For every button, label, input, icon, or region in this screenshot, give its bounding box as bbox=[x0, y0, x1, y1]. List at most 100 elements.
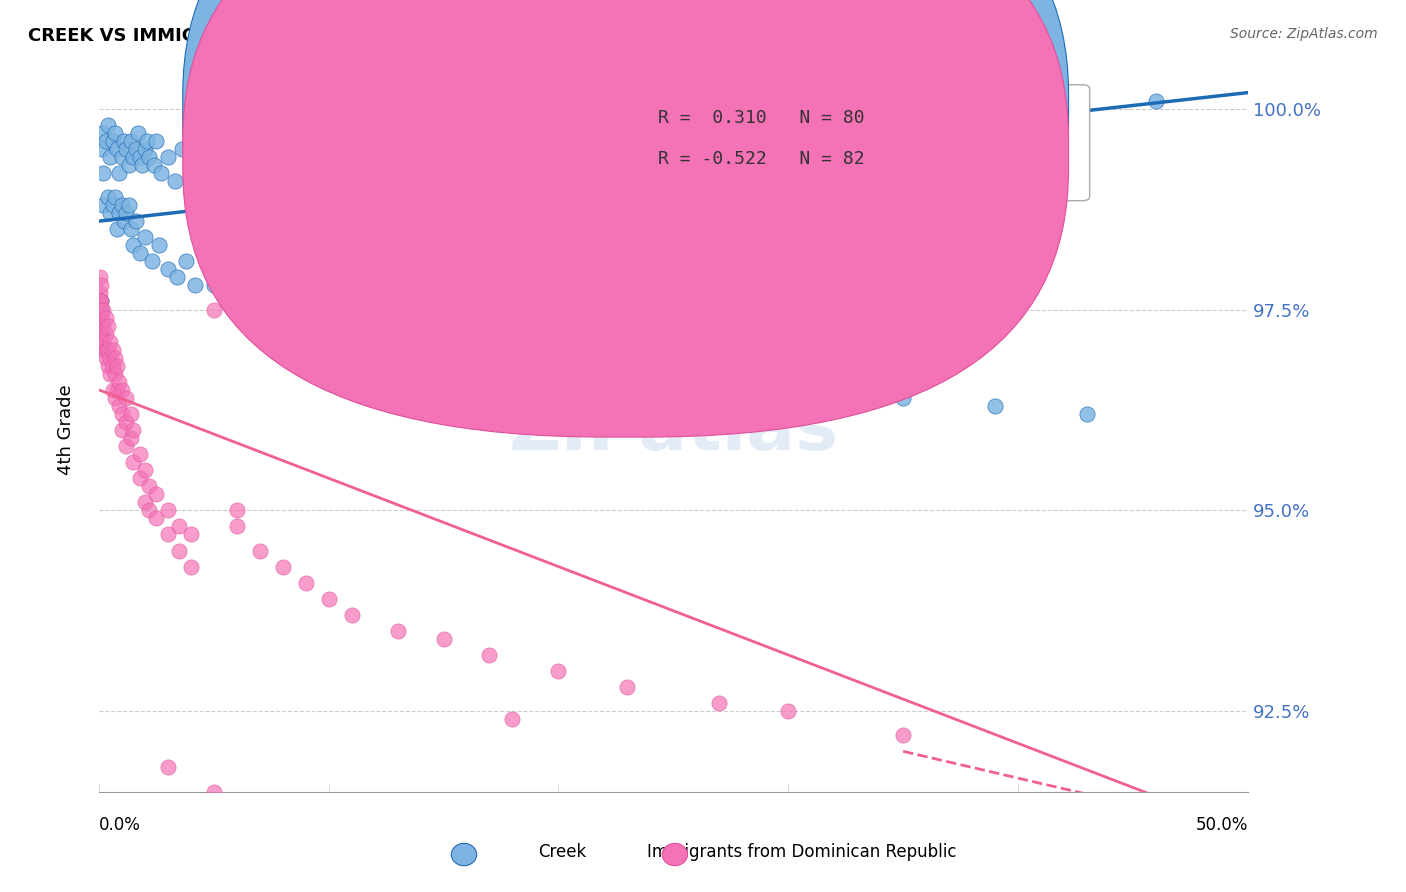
Point bbox=[104, 126, 127, 140]
Point bbox=[98, 334, 121, 349]
Point bbox=[180, 158, 202, 172]
Point bbox=[202, 302, 225, 317]
Point bbox=[93, 318, 115, 333]
Point bbox=[89, 294, 111, 309]
Point bbox=[101, 198, 124, 212]
Point bbox=[90, 334, 112, 349]
Point bbox=[547, 246, 569, 260]
Point bbox=[145, 511, 167, 525]
Point bbox=[97, 343, 120, 357]
Point bbox=[97, 190, 120, 204]
Point bbox=[112, 134, 135, 148]
Point bbox=[118, 158, 141, 172]
Point bbox=[616, 359, 638, 373]
Point bbox=[166, 270, 188, 285]
Point bbox=[115, 142, 138, 156]
Text: R =  0.310   N = 80: R = 0.310 N = 80 bbox=[658, 109, 865, 127]
Point bbox=[984, 399, 1007, 413]
Point bbox=[432, 334, 454, 349]
Point bbox=[318, 591, 340, 606]
Point bbox=[91, 142, 114, 156]
Point bbox=[432, 632, 454, 646]
Point bbox=[167, 543, 190, 558]
Point bbox=[90, 318, 112, 333]
Point bbox=[94, 326, 117, 341]
Point bbox=[122, 455, 145, 469]
Point bbox=[90, 294, 112, 309]
Point bbox=[120, 431, 142, 445]
Point bbox=[156, 503, 179, 517]
Point bbox=[93, 334, 115, 349]
Point bbox=[131, 158, 153, 172]
Point bbox=[111, 383, 134, 397]
Point bbox=[101, 383, 124, 397]
Point bbox=[97, 359, 120, 373]
Point bbox=[145, 487, 167, 501]
Point bbox=[271, 559, 294, 574]
Point bbox=[163, 174, 186, 188]
Point bbox=[136, 134, 159, 148]
Point bbox=[127, 126, 149, 140]
Point bbox=[90, 126, 112, 140]
Point bbox=[124, 214, 146, 228]
Text: Creek: Creek bbox=[538, 843, 586, 861]
Point bbox=[101, 343, 124, 357]
Point bbox=[122, 423, 145, 437]
Point bbox=[104, 190, 127, 204]
Point bbox=[271, 310, 294, 325]
Point bbox=[115, 439, 138, 453]
Point bbox=[184, 278, 207, 293]
Point bbox=[225, 503, 247, 517]
Text: Source: ZipAtlas.com: Source: ZipAtlas.com bbox=[1230, 27, 1378, 41]
Point bbox=[104, 367, 127, 381]
Point bbox=[108, 166, 131, 180]
Point bbox=[90, 334, 112, 349]
Point bbox=[340, 310, 363, 325]
Point bbox=[547, 664, 569, 678]
Point bbox=[93, 198, 115, 212]
Point bbox=[89, 310, 111, 325]
Point bbox=[138, 479, 160, 493]
Point bbox=[94, 343, 117, 357]
Point bbox=[225, 519, 247, 533]
Point bbox=[129, 150, 152, 164]
Point bbox=[318, 302, 340, 317]
Point bbox=[105, 142, 128, 156]
Point bbox=[89, 326, 111, 341]
Point bbox=[93, 166, 115, 180]
Point bbox=[98, 150, 121, 164]
Y-axis label: 4th Grade: 4th Grade bbox=[58, 384, 75, 475]
Point bbox=[101, 359, 124, 373]
Point bbox=[120, 222, 142, 236]
Point bbox=[547, 351, 569, 365]
Point bbox=[294, 318, 316, 333]
Point bbox=[94, 351, 117, 365]
Point bbox=[120, 407, 142, 421]
Point bbox=[90, 310, 112, 325]
Point bbox=[90, 343, 112, 357]
Point bbox=[90, 302, 112, 317]
Point bbox=[105, 222, 128, 236]
Point bbox=[108, 375, 131, 389]
Point bbox=[709, 367, 731, 381]
Point bbox=[891, 391, 914, 405]
Point bbox=[98, 206, 121, 220]
Point bbox=[800, 383, 823, 397]
Text: 50.0%: 50.0% bbox=[1195, 815, 1249, 834]
Point bbox=[387, 318, 409, 333]
Point bbox=[225, 286, 247, 301]
Point bbox=[90, 326, 112, 341]
Point bbox=[180, 559, 202, 574]
Point bbox=[101, 134, 124, 148]
Point bbox=[202, 784, 225, 798]
Point bbox=[167, 519, 190, 533]
Point bbox=[202, 278, 225, 293]
Point bbox=[180, 527, 202, 541]
Point bbox=[170, 142, 193, 156]
Point bbox=[478, 343, 501, 357]
Text: Immigrants from Dominican Republic: Immigrants from Dominican Republic bbox=[647, 843, 956, 861]
Point bbox=[294, 824, 316, 838]
Point bbox=[249, 800, 271, 814]
Point bbox=[108, 399, 131, 413]
Point bbox=[662, 278, 685, 293]
